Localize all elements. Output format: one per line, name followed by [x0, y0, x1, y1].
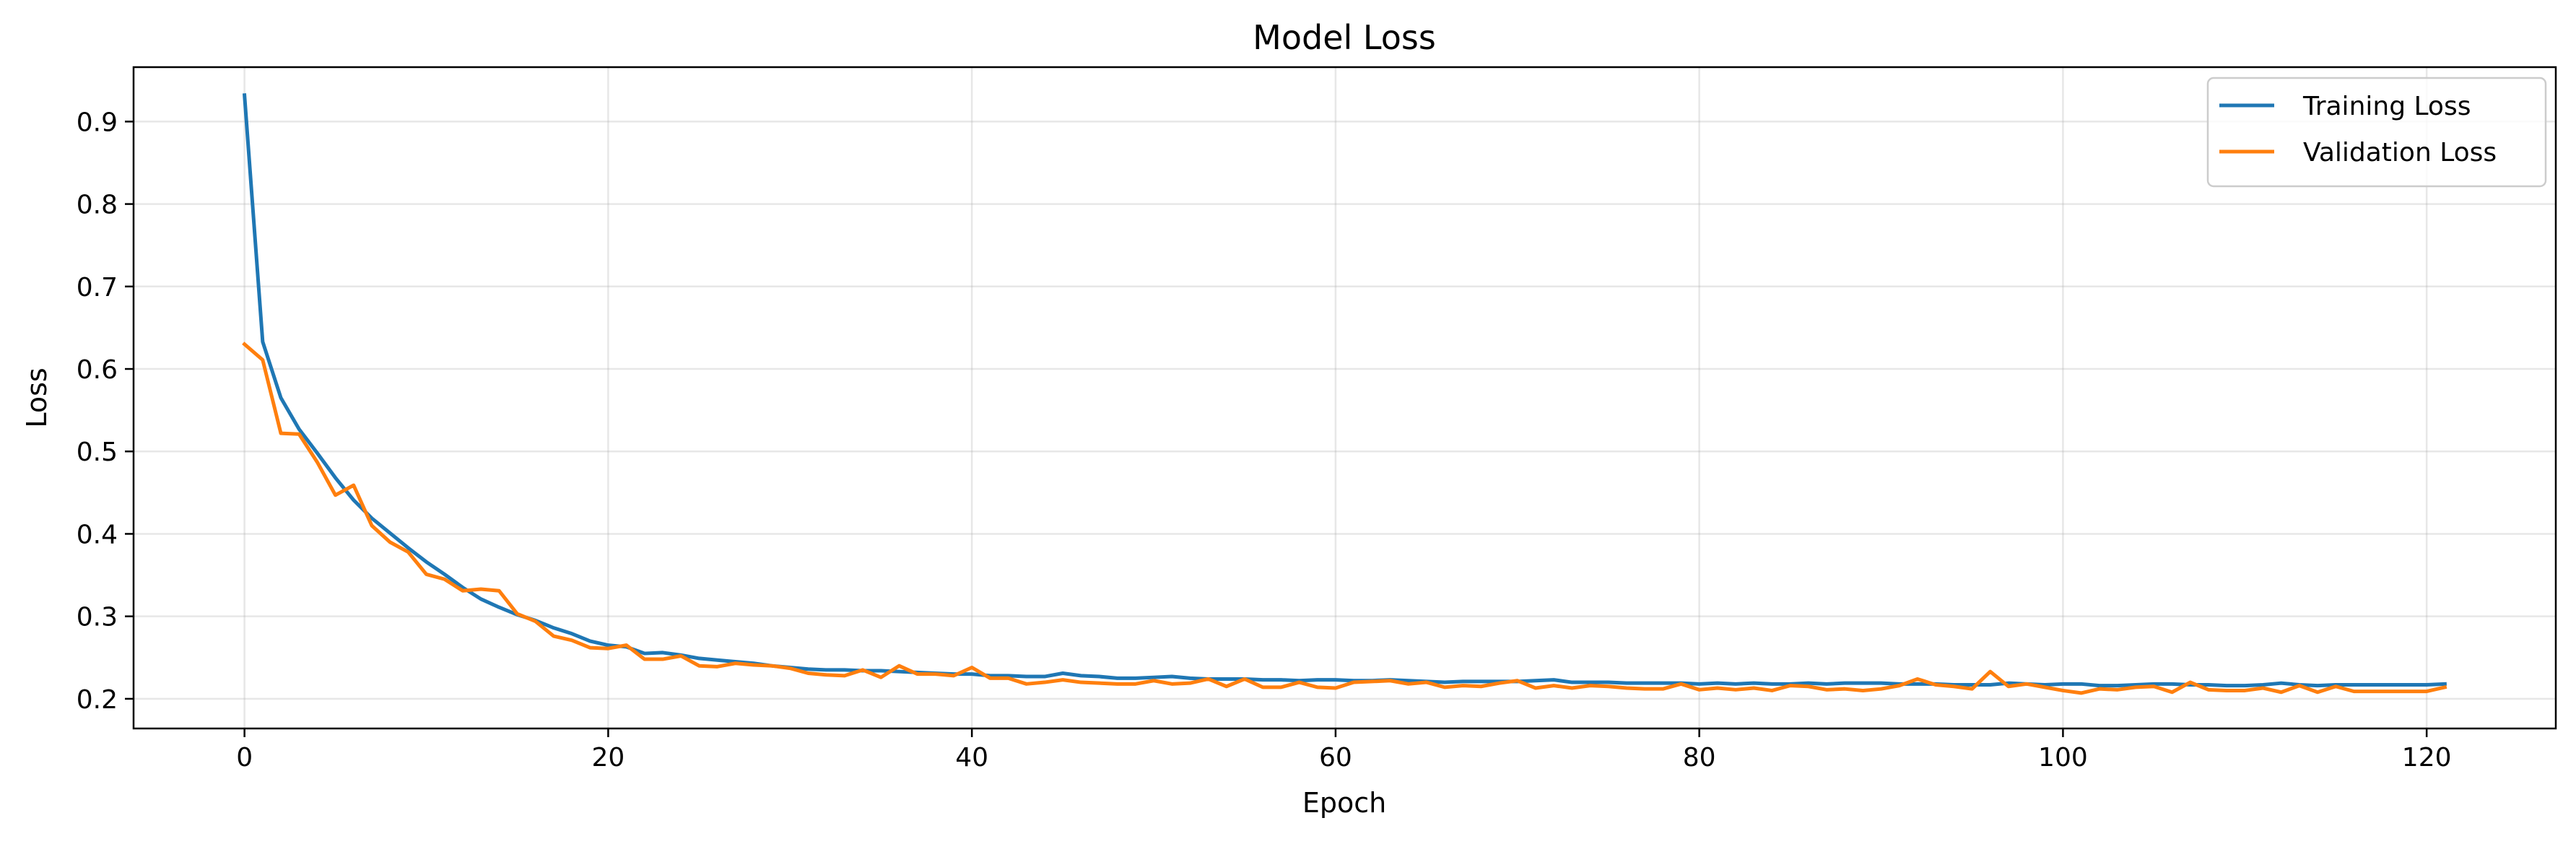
- y-tick-label: 0.7: [77, 273, 118, 303]
- y-tick-label: 0.9: [77, 108, 118, 137]
- legend: Training Loss Validation Loss: [2206, 77, 2547, 188]
- y-tick-label: 0.4: [77, 520, 118, 549]
- validation-loss-line: [242, 341, 2447, 695]
- x-tick-label: 60: [1319, 743, 1352, 773]
- x-tick-label: 120: [2402, 743, 2452, 773]
- x-tick-label: 80: [1683, 743, 1716, 773]
- legend-box: [2206, 77, 2547, 188]
- x-tick-label: 100: [2038, 743, 2088, 773]
- y-tick-label: 0.6: [77, 355, 118, 385]
- y-axis-label: Loss: [21, 367, 53, 427]
- x-tick-label: 20: [591, 743, 625, 773]
- legend-label-validation: Validation Loss: [2303, 138, 2497, 168]
- y-tick-label: 0.5: [77, 438, 118, 467]
- axis-ticks: 0 20 40 60 80 100 120 0.2 0.3 0.4 0.5 0.6 0.7 0.8 0.9: [77, 108, 2452, 773]
- training-loss-line: [242, 93, 2447, 688]
- y-tick-label: 0.8: [77, 191, 118, 220]
- legend-label-training: Training Loss: [2302, 92, 2471, 121]
- plot-frame: [132, 66, 2557, 730]
- x-tick-label: 40: [955, 743, 988, 773]
- y-tick-label: 0.3: [77, 603, 118, 632]
- series-lines: [242, 93, 2447, 695]
- grid: [134, 67, 2556, 728]
- x-tick-label: 0: [236, 743, 253, 773]
- chart-title: Model Loss: [1253, 18, 1436, 57]
- x-axis-label: Epoch: [1302, 787, 1386, 819]
- y-tick-label: 0.2: [77, 685, 118, 715]
